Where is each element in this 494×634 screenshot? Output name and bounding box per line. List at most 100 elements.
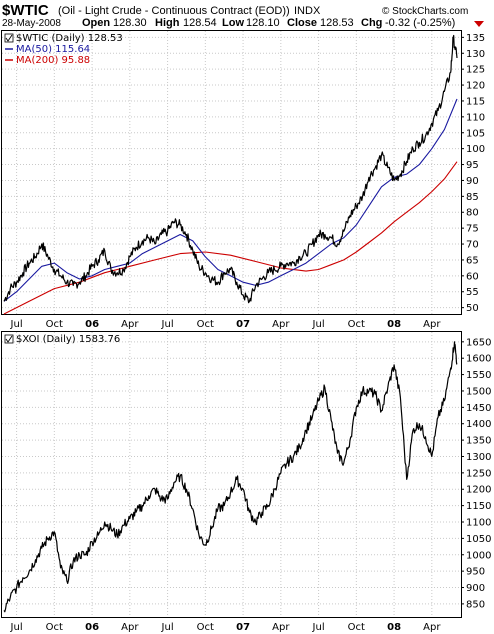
series-line-ma-200	[3, 161, 458, 315]
y-tick-label: 100	[466, 144, 485, 155]
y-tick-label: 65	[466, 255, 479, 266]
x-tick-label: Apr	[121, 622, 139, 633]
y-tick-label: 1250	[466, 468, 491, 479]
y-tick-label: 55	[466, 287, 479, 298]
y-tick-label: 135	[466, 33, 485, 44]
y-tick-label: 125	[466, 65, 485, 76]
legend-check-icon	[5, 34, 13, 42]
series-line-ma-50	[3, 98, 458, 302]
xoi-panel-grid	[2, 332, 461, 617]
x-tick-label: 07	[236, 319, 250, 330]
y-tick-label: 130	[466, 49, 485, 60]
y-tick-label: 1650	[466, 337, 491, 348]
price-panel-y-axis: 50 55 60 65 70 75 80 85 90 95 100 105 110 115 120 125 13…	[461, 33, 485, 314]
watermark: © StockCharts.com	[382, 6, 468, 17]
quote-date: 28-May-2008	[2, 18, 61, 29]
price-panel-grid	[2, 31, 461, 314]
x-tick-label: Jul	[312, 319, 325, 330]
y-tick-label: 1600	[466, 354, 491, 365]
y-tick-label: 60	[466, 271, 479, 282]
y-tick-label: 1400	[466, 419, 491, 430]
x-tick-label: Oct	[348, 319, 365, 330]
series-line-wtic	[3, 34, 458, 304]
y-tick-label: 50	[466, 303, 479, 314]
x-tick-label: Jul	[10, 622, 23, 633]
y-tick-label: 115	[466, 96, 485, 107]
symbol-description: (Oil - Light Crude - Continuous Contract…	[58, 5, 290, 17]
legend-entry: $WTIC (Daily) 128.53	[16, 33, 123, 44]
y-tick-label: 900	[466, 583, 485, 594]
y-tick-label: 75	[466, 224, 479, 235]
x-tick-label: 08	[387, 622, 401, 633]
x-tick-label: Oct	[46, 319, 63, 330]
y-tick-label: 105	[466, 128, 485, 139]
x-tick-label: Apr	[423, 319, 441, 330]
xoi-panel-frame	[1, 331, 462, 618]
xoi-panel-y-axis: 850 900 950 1000 1050 1100 1150 1200 1250 1300 135…	[461, 337, 491, 610]
x-tick-label: Jul	[161, 319, 174, 330]
chg-label: Chg	[361, 17, 382, 29]
high-value: 128.54	[183, 17, 217, 29]
y-tick-label: 1500	[466, 386, 491, 397]
close-value: 128.53	[320, 17, 354, 29]
x-tick-label: Jul	[312, 622, 325, 633]
x-tick-label: Jul	[10, 319, 23, 330]
open-value: 128.30	[113, 17, 147, 29]
x-tick-label: Apr	[272, 319, 290, 330]
exchange-label: INDX	[294, 5, 321, 17]
x-tick-label: Oct	[46, 622, 63, 633]
xoi-panel-series	[3, 341, 458, 613]
xoi-panel-legend: $XOI (Daily) 1583.76	[4, 334, 120, 345]
high-label: High	[155, 17, 180, 29]
y-tick-label: 1100	[466, 518, 491, 529]
legend-entry: MA(50) 115.64	[16, 44, 90, 55]
y-tick-label: 1350	[466, 436, 491, 447]
legend-checkbox-icon	[4, 33, 14, 43]
legend-checkbox-icon	[4, 334, 14, 344]
x-tick-label: Oct	[197, 319, 214, 330]
y-tick-label: 850	[466, 599, 485, 610]
symbol-title: $WTIC	[2, 2, 49, 19]
xoi-panel-x-axis: Jul Oct 06 Apr Jul Oct 07 Apr Jul Oct 08 Apr	[10, 622, 442, 633]
x-tick-label: 07	[236, 622, 250, 633]
x-tick-label: Apr	[272, 622, 290, 633]
y-tick-label: 1550	[466, 370, 491, 381]
low-value: 128.10	[246, 17, 280, 29]
x-tick-label: Apr	[423, 622, 441, 633]
series-line-xoi	[3, 341, 458, 613]
x-tick-label: 06	[85, 622, 99, 633]
legend-entry: $XOI (Daily) 1583.76	[16, 334, 120, 345]
x-tick-label: 08	[387, 319, 401, 330]
x-tick-label: Oct	[348, 622, 365, 633]
x-tick-label: Apr	[121, 319, 139, 330]
x-tick-label: Jul	[161, 622, 174, 633]
low-label: Low	[222, 17, 244, 29]
y-tick-label: 85	[466, 192, 479, 203]
y-tick-label: 80	[466, 208, 479, 219]
legend-check-icon	[5, 335, 13, 343]
y-tick-label: 1450	[466, 403, 491, 414]
price-panel-x-axis: Jul Oct 06 Apr Jul Oct 07 Apr Jul Oct 08 Apr	[10, 319, 442, 330]
y-tick-label: 950	[466, 567, 485, 578]
y-tick-label: 1150	[466, 501, 491, 512]
open-label: Open	[82, 17, 110, 29]
y-tick-label: 70	[466, 240, 479, 251]
down-arrow-icon	[474, 21, 484, 27]
y-tick-label: 120	[466, 81, 485, 92]
y-tick-label: 1200	[466, 485, 491, 496]
price-panel-frame	[1, 30, 462, 315]
x-tick-label: 06	[85, 319, 99, 330]
y-tick-label: 1000	[466, 550, 491, 561]
y-tick-label: 1300	[466, 452, 491, 463]
legend-entry: MA(200) 95.88	[16, 55, 90, 66]
y-tick-label: 90	[466, 176, 479, 187]
chg-value: -0.32 (-0.25%)	[385, 17, 455, 29]
y-tick-label: 95	[466, 160, 479, 171]
y-tick-label: 1050	[466, 534, 491, 545]
close-label: Close	[287, 17, 317, 29]
y-tick-label: 110	[466, 112, 485, 123]
price-panel-series	[3, 34, 458, 315]
x-tick-label: Oct	[197, 622, 214, 633]
